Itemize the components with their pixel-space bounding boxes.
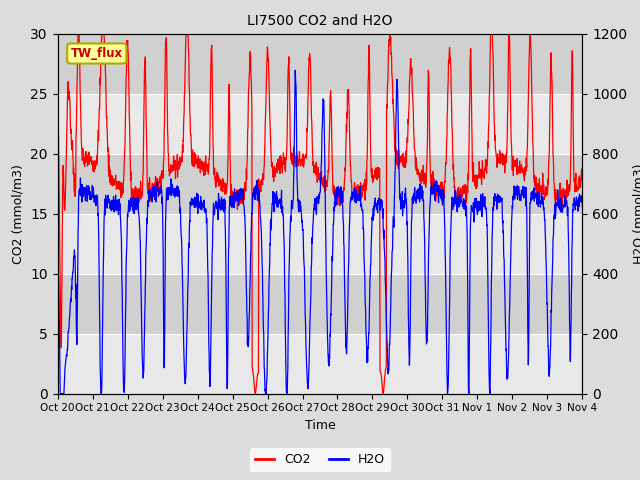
Bar (58, 34, 582, 94)
Bar (58, 334, 582, 394)
Y-axis label: H2O (mmol/m3): H2O (mmol/m3) (633, 163, 640, 264)
Y-axis label: CO2 (mmol/m3): CO2 (mmol/m3) (12, 164, 25, 264)
Bar (58, 154, 582, 214)
X-axis label: Time: Time (305, 419, 335, 432)
Bar (58, 94, 582, 154)
Legend: CO2, H2O: CO2, H2O (250, 448, 390, 471)
Title: LI7500 CO2 and H2O: LI7500 CO2 and H2O (247, 14, 393, 28)
Bar (58, 214, 582, 274)
Bar (58, 274, 582, 334)
Text: TW_flux: TW_flux (70, 47, 123, 60)
